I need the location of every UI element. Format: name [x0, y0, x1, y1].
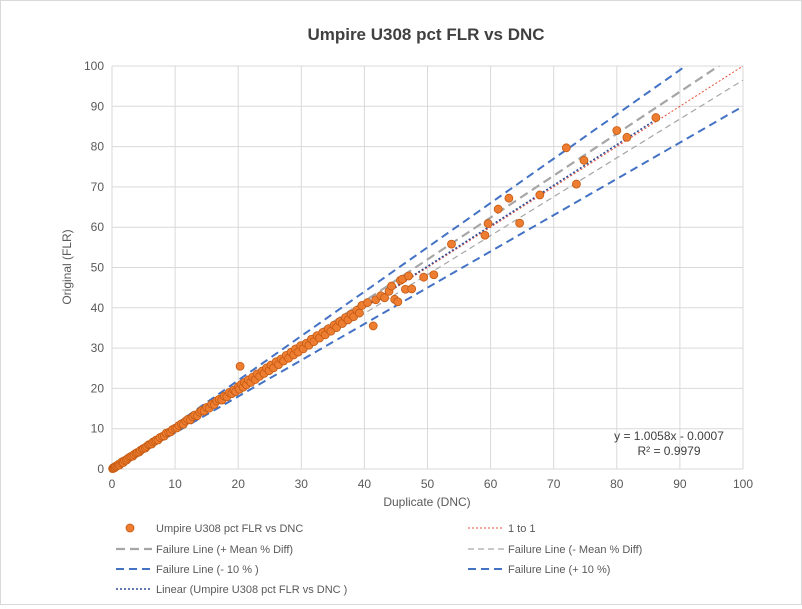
- x-tick-label-50: 50: [421, 477, 435, 491]
- legend-label: Umpire U308 pct FLR vs DNC: [156, 523, 303, 535]
- data-point-128: [393, 297, 403, 307]
- data-point-145: [579, 155, 589, 165]
- y-tick-label-50: 50: [91, 261, 105, 275]
- legend-item-failure-line-10: Failure Line (+ 10 %): [468, 564, 610, 576]
- y-tick-label-20: 20: [91, 381, 105, 395]
- y-axis-title: Original (FLR): [60, 229, 74, 304]
- gridlines: [111, 65, 744, 470]
- y-tick-label-0: 0: [97, 462, 104, 476]
- legend-marker: [125, 523, 135, 533]
- data-point-140: [504, 193, 514, 203]
- legend-item-linear-umpire-u308-pct-flr-vs-dnc: Linear (Umpire U308 pct FLR vs DNC ): [116, 584, 347, 596]
- legend-item-failure-line-mean-diff: Failure Line (- Mean % Diff): [468, 544, 642, 556]
- data-point-137: [480, 230, 490, 240]
- data-point-142: [535, 190, 545, 200]
- legend-label: Linear (Umpire U308 pct FLR vs DNC ): [156, 584, 347, 596]
- legend-item-1-to-1: 1 to 1: [468, 523, 536, 535]
- data-point-136: [447, 239, 456, 249]
- x-tick-label-30: 30: [295, 477, 309, 491]
- legend-label: Failure Line (- Mean % Diff): [508, 544, 642, 556]
- series-line-failure-line-10: [112, 105, 743, 469]
- y-tick-label-40: 40: [91, 301, 105, 315]
- series-line-failure-line-10: [112, 66, 688, 469]
- legend-label: 1 to 1: [508, 523, 536, 535]
- data-point-120: [363, 298, 372, 307]
- x-tick-label-40: 40: [358, 477, 372, 491]
- data-point-138: [483, 219, 493, 228]
- x-tick-label-70: 70: [547, 477, 561, 491]
- x-tick-label-10: 10: [168, 477, 182, 491]
- x-tick-labels: 0 10 20 30 40 50 60 70 80 90 100: [109, 477, 754, 491]
- x-tick-label-60: 60: [484, 477, 498, 491]
- x-tick-label-80: 80: [610, 477, 624, 491]
- legend-label: Failure Line (+ Mean % Diff): [156, 544, 293, 556]
- data-point-148: [651, 113, 661, 122]
- data-point-141: [515, 218, 525, 228]
- y-tick-label-70: 70: [91, 180, 105, 194]
- y-tick-labels: 0 10 20 30 40 50 60 70 80 90 100: [84, 59, 104, 476]
- legend-item-umpire-u308-pct-flr-vs-dnc: Umpire U308 pct FLR vs DNC: [125, 523, 303, 535]
- data-point-118: [354, 308, 364, 318]
- legend-label: Failure Line (+ 10 %): [508, 564, 610, 576]
- r-squared-label: R² = 0.9979: [637, 444, 700, 458]
- legend: Umpire U308 pct FLR vs DNC 1 to 1 Failure …: [116, 523, 642, 596]
- data-point-134: [419, 272, 429, 282]
- chart-title: Umpire U308 pct FLR vs DNC: [307, 25, 544, 44]
- y-tick-label-30: 30: [91, 341, 105, 355]
- y-tick-label-60: 60: [91, 220, 105, 234]
- x-tick-label-100: 100: [733, 477, 753, 491]
- x-tick-label-0: 0: [109, 477, 116, 491]
- y-tick-label-80: 80: [91, 140, 105, 154]
- data-point-143: [561, 143, 571, 153]
- data-point-133: [407, 284, 417, 294]
- data-point-139: [493, 204, 503, 214]
- data-point-135: [429, 270, 439, 280]
- legend-item-failure-line-mean-diff: Failure Line (+ Mean % Diff): [116, 544, 293, 556]
- data-point-144: [572, 179, 581, 189]
- data-point-70: [235, 361, 245, 371]
- y-tick-label-90: 90: [91, 99, 105, 113]
- data-point-147: [622, 132, 632, 142]
- data-point-121: [368, 321, 378, 331]
- scatter-points: [108, 113, 661, 473]
- data-point-126: [387, 281, 396, 291]
- x-axis-title: Duplicate (DNC): [383, 495, 470, 509]
- y-tick-label-100: 100: [84, 59, 104, 73]
- legend-item-failure-line-10: Failure Line (- 10 % ): [116, 564, 259, 576]
- data-point-124: [380, 293, 389, 303]
- y-tick-label-10: 10: [91, 422, 105, 436]
- x-tick-label-20: 20: [232, 477, 246, 491]
- data-point-146: [612, 126, 622, 135]
- x-tick-label-90: 90: [673, 477, 687, 491]
- legend-label: Failure Line (- 10 % ): [156, 564, 259, 576]
- trendline-equation: y = 1.0058x - 0.0007: [614, 429, 724, 443]
- data-point-132: [404, 271, 413, 281]
